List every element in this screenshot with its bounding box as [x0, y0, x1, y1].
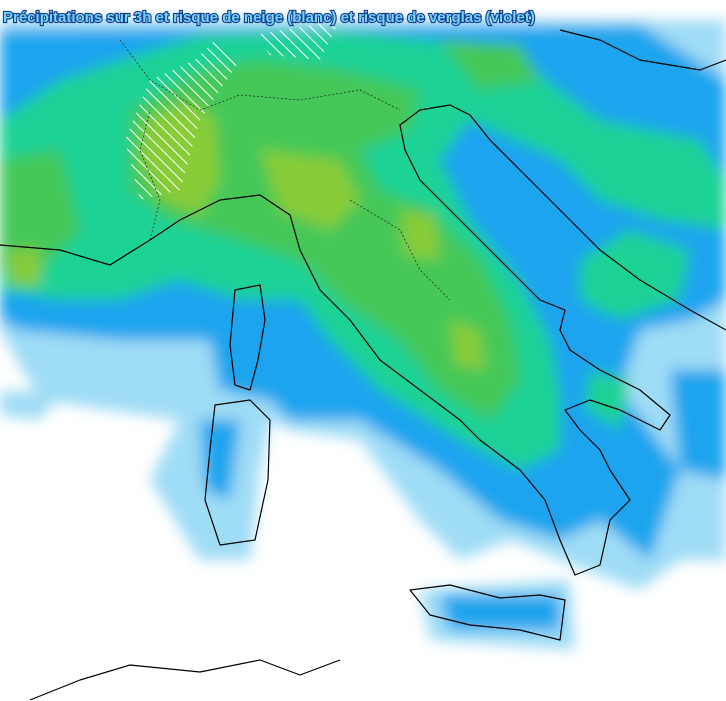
coastline	[204, 399, 271, 546]
coastline	[0, 104, 671, 576]
coastline	[559, 29, 726, 71]
border-line	[119, 39, 401, 111]
coastline	[29, 659, 341, 701]
precip-zone	[580, 230, 690, 320]
precip-zone	[0, 390, 60, 420]
snow-hatch	[125, 40, 240, 200]
coastline	[409, 584, 566, 641]
precip-zone	[440, 40, 540, 90]
precip-zone	[450, 320, 485, 370]
precip-zone	[585, 370, 630, 430]
precip-zone	[440, 595, 560, 630]
map-title: Précipitations sur 3h et risque de neige…	[3, 9, 535, 26]
coastline	[229, 284, 266, 391]
precip-zone	[10, 250, 40, 285]
coastlines	[0, 29, 726, 701]
border-line	[139, 109, 161, 241]
precip-zone	[400, 210, 440, 260]
coastline	[469, 114, 726, 331]
snow-hatch	[255, 20, 340, 60]
precip-zone	[260, 150, 360, 230]
precip-zone	[0, 150, 80, 270]
snow-risk	[125, 20, 340, 200]
precip-zone	[670, 370, 726, 480]
precip-zone	[130, 60, 520, 420]
border-line	[349, 199, 451, 301]
precip-zone	[200, 420, 240, 500]
